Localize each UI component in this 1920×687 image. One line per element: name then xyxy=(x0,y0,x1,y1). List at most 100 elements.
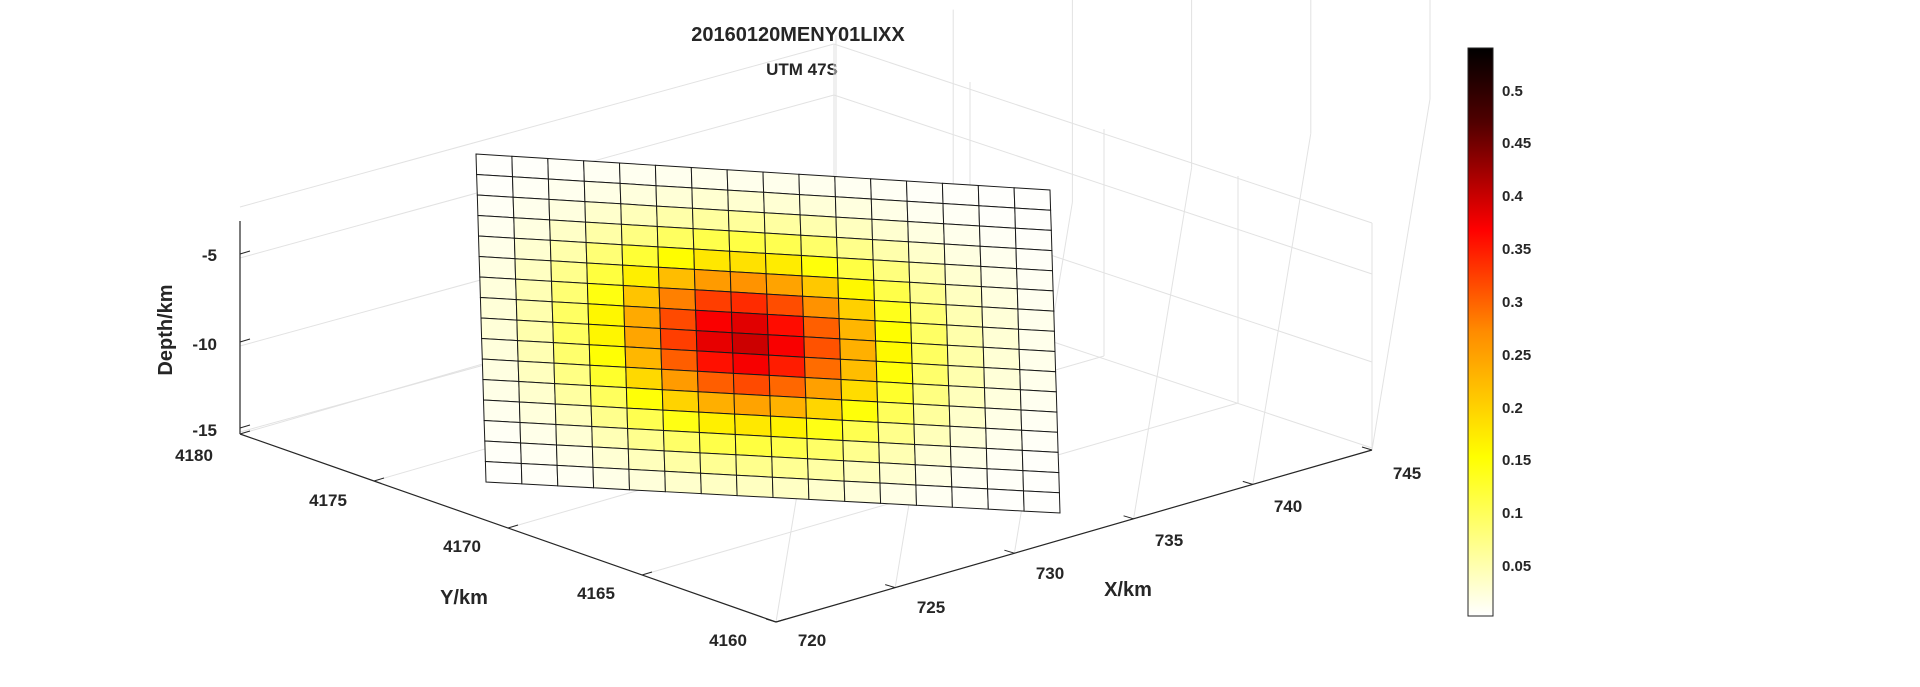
fault-patch xyxy=(662,409,700,434)
fault-patch xyxy=(625,366,663,391)
fault-patch xyxy=(515,278,553,303)
chart-subtitle: UTM 47S xyxy=(766,60,838,79)
fault-patch xyxy=(694,289,733,313)
x-axis-label: X/km xyxy=(1104,579,1152,601)
fault-patch xyxy=(657,246,695,270)
fault-patch xyxy=(949,425,987,449)
fault-patch xyxy=(626,407,665,432)
fault-patch xyxy=(691,187,729,212)
fault-patch xyxy=(729,271,768,295)
fault-patch xyxy=(727,189,765,214)
fault-patch xyxy=(915,484,953,508)
fault-patch xyxy=(623,325,662,350)
fault-patch xyxy=(512,196,551,221)
fault-patch xyxy=(946,344,985,369)
fault-patch xyxy=(554,383,592,407)
fault-patch xyxy=(799,214,838,238)
fault-patch xyxy=(661,389,700,413)
fault-patch xyxy=(734,433,773,458)
fault-patch xyxy=(942,202,981,227)
fault-patch xyxy=(907,220,945,245)
fault-patch xyxy=(836,257,875,281)
fault-patch xyxy=(696,370,735,395)
fault-patch xyxy=(913,423,952,447)
x-tick-label: 725 xyxy=(917,598,945,617)
fault-patch xyxy=(983,387,1022,411)
fault-patch xyxy=(550,280,589,305)
fault-patch xyxy=(519,421,558,446)
fault-patch xyxy=(987,488,1025,512)
chart-title: 20160120MENY01LIXX xyxy=(691,24,905,46)
fault-patch xyxy=(518,401,557,426)
fault-patch xyxy=(695,330,734,354)
fault-patch xyxy=(986,468,1025,492)
fault-patch xyxy=(838,318,877,342)
colorbar-tick-label: 0.45 xyxy=(1502,135,1531,152)
fault-patch xyxy=(910,322,948,346)
fault-patch xyxy=(771,476,810,500)
y-tick-label: 4170 xyxy=(443,537,481,556)
fault-patch xyxy=(517,360,556,385)
fault-patch xyxy=(770,435,809,460)
colorbar: 0.05 0.1 0.15 0.2 0.25 0.3 0.35 0.4 0.45… xyxy=(1467,47,1531,617)
fault-patch xyxy=(909,302,948,326)
fault-patch xyxy=(588,344,627,368)
fault-patch xyxy=(547,178,586,203)
fault-patch xyxy=(618,162,657,187)
fault-patch xyxy=(548,198,587,223)
fault-patch xyxy=(583,180,622,205)
fault-patch xyxy=(763,191,801,216)
fault-patch xyxy=(834,175,872,200)
fault-patch xyxy=(802,295,840,320)
fault-patch xyxy=(837,277,875,302)
fault-patch xyxy=(586,262,624,287)
fault-patch xyxy=(726,169,765,193)
fault-patch xyxy=(590,405,629,430)
fault-patch xyxy=(1020,409,1059,433)
fault-patch xyxy=(655,185,694,209)
fault-patch xyxy=(911,362,950,387)
fault-patch xyxy=(698,431,737,456)
axes-box xyxy=(239,221,1373,623)
fault-patch xyxy=(877,421,916,446)
fault-patch xyxy=(910,342,949,367)
fault-patch xyxy=(763,212,802,236)
fault-patch xyxy=(556,464,595,489)
fault-patch xyxy=(620,203,658,228)
fault-patch xyxy=(871,239,910,263)
fault-patch xyxy=(843,480,882,504)
x-tick-label: 745 xyxy=(1393,464,1421,483)
fault-patch xyxy=(555,444,594,468)
fault-patch xyxy=(978,225,1017,249)
fault-patch xyxy=(839,338,877,362)
fault-patch xyxy=(514,258,553,282)
fault-patch xyxy=(805,397,843,421)
fault-patch xyxy=(798,194,837,218)
fault-patch xyxy=(1017,308,1055,332)
colorbar-tick-label: 0.4 xyxy=(1502,188,1524,205)
fault-patch xyxy=(985,427,1023,451)
x-tick-label: 735 xyxy=(1155,531,1183,550)
fault-patch xyxy=(842,439,880,464)
z-tick-label: -5 xyxy=(202,246,217,265)
fault-patch xyxy=(591,446,630,470)
fault-patch xyxy=(516,340,555,364)
fault-patch xyxy=(1015,247,1054,272)
z-tick-label: -10 xyxy=(192,335,217,354)
fault-patch xyxy=(520,462,559,487)
colorbar-ticks: 0.05 0.1 0.15 0.2 0.25 0.3 0.35 0.4 0.45… xyxy=(1502,83,1531,575)
fault-patch xyxy=(1021,449,1060,474)
fault-patch xyxy=(589,364,627,389)
fault-patch xyxy=(764,252,803,277)
fault-patch xyxy=(980,286,1019,310)
x-tick-mark xyxy=(1123,515,1134,520)
fault-patch xyxy=(619,182,658,207)
fault-patch xyxy=(625,387,664,411)
fault-patch xyxy=(734,413,772,438)
fault-patch xyxy=(870,178,908,202)
fault-patch xyxy=(1014,227,1053,252)
y-axis-ticks: 4160 4165 4170 4175 4180 xyxy=(175,446,747,650)
fault-patch xyxy=(879,482,918,506)
grid-line xyxy=(833,43,1373,224)
fault-patch xyxy=(1022,490,1061,514)
